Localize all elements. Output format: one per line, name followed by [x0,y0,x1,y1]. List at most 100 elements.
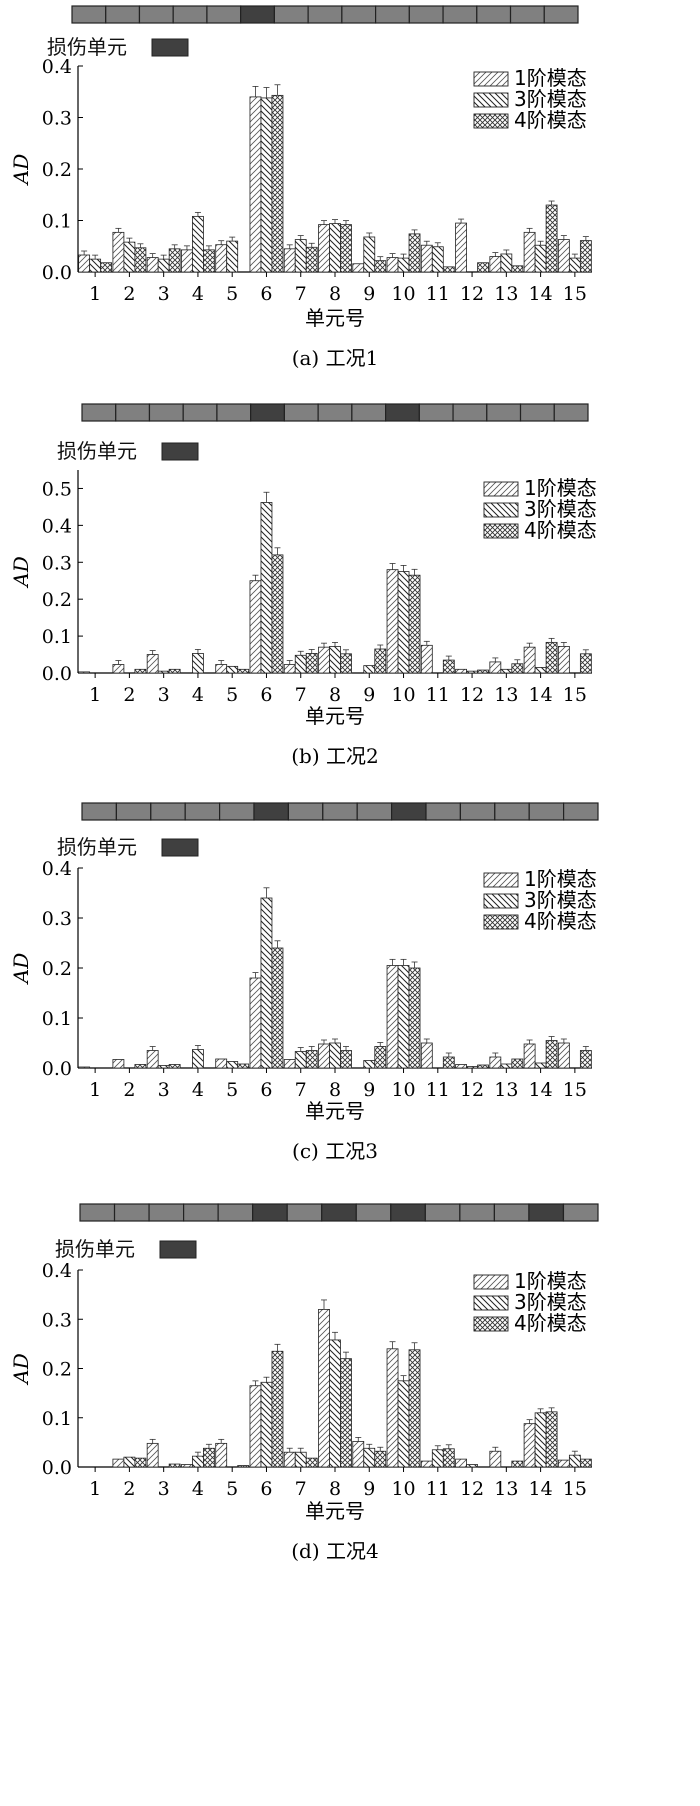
bar [340,1358,352,1468]
element-8 [317,403,353,422]
bar [112,1458,125,1468]
bar [511,663,524,674]
bar [112,231,125,273]
bar [477,1064,489,1069]
element-1 [71,5,107,24]
x-tick-label: 13 [494,1478,518,1500]
x-tick-label: 10 [391,1079,415,1101]
legend-swatch [473,1274,509,1290]
bar [181,1464,193,1468]
x-tick-label: 6 [260,1079,272,1101]
legend-label: 3阶模态 [514,87,587,111]
bar [237,668,250,674]
bar [305,1457,318,1468]
bar [305,246,318,273]
bar [568,257,581,273]
element-12 [459,1203,496,1222]
bar [489,1056,502,1069]
legend-swatch [473,1295,509,1311]
bar [545,204,558,273]
bar [352,263,365,273]
x-axis-label: 单元号 [305,1499,365,1523]
x-tick-label: 15 [563,283,587,305]
damaged-element-10 [385,403,420,422]
bar [318,1309,330,1468]
bar [100,262,113,273]
x-tick-label: 3 [158,283,170,305]
bar [329,1339,341,1468]
element-9 [355,1203,392,1222]
x-tick-label: 6 [260,684,272,706]
y-tick-label: 0.4 [42,515,72,537]
element-5 [219,802,255,821]
element-12 [459,802,496,821]
x-tick-label: 4 [192,1079,204,1101]
bar [420,244,433,273]
bar [500,668,513,674]
x-tick-label: 13 [494,684,518,706]
bar [545,1040,558,1069]
bar [168,1463,181,1468]
x-tick-label: 10 [391,283,415,305]
bar [168,1064,181,1069]
bar [157,258,170,273]
legend-swatch [483,502,519,518]
y-tick-label: 0.4 [42,858,72,880]
bar [408,967,421,1069]
bar [192,653,204,674]
bar [442,659,455,674]
bar [568,1454,581,1468]
bar [500,253,513,273]
y-tick-label: 0.1 [42,211,72,233]
y-tick-label: 0.2 [42,589,72,611]
x-tick-label: 14 [529,1478,553,1500]
damage-swatch [151,38,189,57]
y-tick-label: 0.2 [42,1359,72,1381]
element-4 [184,802,221,821]
element-13 [486,403,522,422]
x-tick-label: 10 [391,1478,415,1500]
x-tick-label: 3 [158,1079,170,1101]
bar [363,1447,376,1468]
bar [489,1450,502,1468]
x-tick-label: 7 [295,283,307,305]
x-tick-label: 3 [158,1478,170,1500]
legend-swatch [473,1316,509,1332]
bar [260,897,273,1069]
damaged-element-6 [253,802,290,821]
bar [283,1451,296,1468]
x-tick-label: 5 [226,684,238,706]
x-tick-label: 1 [89,1478,101,1500]
x-tick-label: 15 [563,1478,587,1500]
bar [397,257,410,273]
bar [112,1059,125,1069]
legend-label: 1阶模态 [514,1269,587,1293]
bar [249,580,262,674]
bar [78,671,91,674]
bar [157,1065,170,1069]
bar [420,1460,433,1468]
legend-swatch [483,523,519,539]
bar [534,1062,547,1069]
legend-swatch [473,113,509,129]
element-strip [79,1203,599,1222]
element-1 [81,802,118,821]
bar [146,1050,159,1069]
bar [226,1061,239,1069]
element-5 [217,1203,254,1222]
bar [386,569,399,674]
y-tick-label: 0.4 [42,56,72,78]
bar [340,653,352,674]
x-tick-label: 12 [460,1079,484,1101]
caption: (b) 工况2 [291,744,379,768]
x-tick-label: 2 [123,283,135,305]
bar [134,247,147,273]
x-tick-label: 4 [192,684,204,706]
legend-swatch [473,71,509,87]
legend-label: 1阶模态 [514,66,587,90]
element-12 [452,403,488,422]
bar [318,224,330,273]
